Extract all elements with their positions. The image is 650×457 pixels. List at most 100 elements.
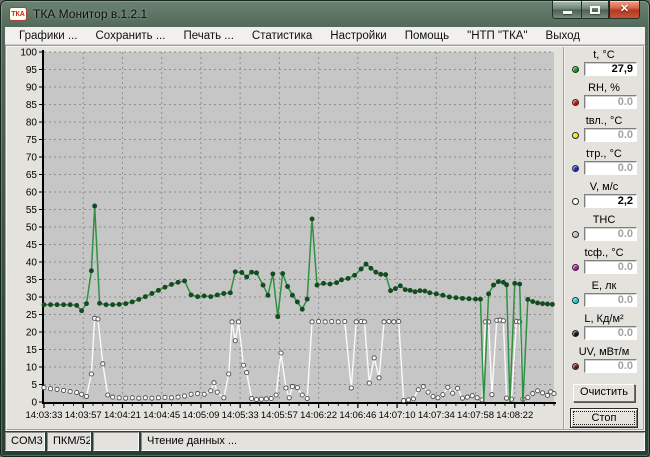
svg-text:14:04:45: 14:04:45 (143, 410, 180, 421)
svg-text:50: 50 (26, 223, 38, 234)
svg-text:60: 60 (26, 188, 38, 199)
svg-text:25: 25 (26, 310, 38, 321)
sensor-readout-tsf: tсф., °С 0.0 (565, 247, 643, 280)
sensor-value-field: 27,9 (584, 62, 637, 76)
sensor-color-dot-icon (572, 230, 579, 238)
menu-item-settings[interactable]: Настройки (330, 29, 387, 42)
sensor-label: RH, % (588, 82, 620, 94)
svg-text:95: 95 (26, 65, 38, 76)
svg-text:14:08:22: 14:08:22 (496, 410, 533, 421)
minimize-button[interactable] (552, 1, 581, 19)
svg-text:30: 30 (26, 293, 38, 304)
svg-text:14:03:33: 14:03:33 (26, 410, 63, 421)
svg-text:14:05:09: 14:05:09 (182, 410, 219, 421)
sensor-color-dot-icon (572, 263, 579, 271)
status-com-port: COM3 (5, 432, 45, 451)
svg-text:35: 35 (26, 275, 38, 286)
sensor-readout-uv: UV, мВт/м 0.0 (565, 346, 643, 379)
svg-text:14:05:33: 14:05:33 (222, 410, 259, 421)
sensor-value-field: 0.0 (584, 260, 637, 274)
sensor-readout-l: L, Кд/м² 0.0 (565, 313, 643, 346)
status-spare (93, 432, 139, 451)
sensor-value-field: 0.0 (584, 128, 637, 142)
sensor-label: tвл., °C (585, 115, 623, 127)
svg-text:90: 90 (26, 83, 38, 94)
svg-text:14:06:22: 14:06:22 (300, 410, 337, 421)
svg-text:15: 15 (26, 345, 38, 356)
svg-text:45: 45 (26, 240, 38, 251)
svg-text:40: 40 (26, 258, 38, 269)
app-icon: ТКА (9, 7, 27, 21)
menu-item-ntp-tka[interactable]: "НТП "ТКА" (467, 29, 528, 42)
sensor-color-dot-icon (572, 296, 579, 304)
sensor-label: Е, лк (591, 280, 617, 292)
svg-text:14:06:46: 14:06:46 (339, 410, 376, 421)
menu-item-print[interactable]: Печать ... (183, 29, 234, 42)
stop-button[interactable]: Стоп (570, 408, 638, 428)
menu-item-help[interactable]: Помощь (404, 29, 450, 42)
sensor-label: t, °C (593, 49, 615, 61)
sensor-color-dot-icon (572, 329, 579, 337)
sensor-value-field: 2,2 (584, 194, 637, 208)
sensor-color-dot-icon (572, 98, 579, 106)
svg-text:80: 80 (26, 118, 38, 129)
sensor-label: V, м/с (589, 181, 619, 193)
svg-text:85: 85 (26, 100, 38, 111)
sensor-color-dot-icon (572, 65, 579, 73)
menu-item-statistics[interactable]: Статистика (251, 29, 313, 42)
clear-button[interactable]: Очистить (573, 384, 635, 402)
sensor-value-field: 0.0 (584, 326, 637, 340)
svg-text:65: 65 (26, 170, 38, 181)
minimize-icon (562, 11, 572, 14)
sensor-readout-e: Е, лк 0.0 (565, 280, 643, 313)
sensor-color-dot-icon (572, 362, 579, 370)
sensor-value-field: 0.0 (584, 293, 637, 307)
sensor-readout-rh: RH, % 0.0 (565, 82, 643, 115)
sensor-value-field: 0.0 (584, 161, 637, 175)
window-controls: ✕ (552, 1, 640, 19)
sensor-label: ТНС (592, 214, 616, 226)
svg-text:0: 0 (31, 398, 37, 409)
menu-item-exit[interactable]: Выход (545, 29, 580, 42)
sensor-color-dot-icon (572, 197, 579, 205)
sensor-readout-tns: ТНС 0.0 (565, 214, 643, 247)
menubar: Графики ... Сохранить ... Печать ... Ста… (5, 27, 645, 45)
sensor-readout-t: t, °C 27,9 (565, 49, 643, 82)
titlebar[interactable]: ТКА ТКА Монитор в.1.2.1 (1, 1, 649, 27)
sensor-value-field: 0.0 (584, 359, 637, 373)
sensor-value-field: 0.0 (584, 95, 637, 109)
menu-item-save[interactable]: Сохранить ... (95, 29, 166, 42)
svg-text:14:07:10: 14:07:10 (379, 410, 416, 421)
svg-text:55: 55 (26, 205, 38, 216)
sensor-label: tтр., °C (586, 148, 622, 160)
panel-buttons: Очистить Стоп (565, 384, 643, 428)
sensor-value-field: 0.0 (584, 227, 637, 241)
close-icon: ✕ (619, 3, 630, 15)
svg-text:14:07:58: 14:07:58 (457, 410, 494, 421)
sensor-color-dot-icon (572, 131, 579, 139)
maximize-icon (590, 5, 600, 14)
sensor-readout-ttr: tтр., °C 0.0 (565, 148, 643, 181)
sensor-label: tсф., °С (584, 247, 624, 259)
maximize-button[interactable] (581, 1, 609, 19)
sensor-label: UV, мВт/м (578, 346, 630, 358)
chart-svg: 0 5 10 15 20 25 30 35 40 45 50 55 60 65 70 75 80 85 90 95 10… (20, 48, 557, 421)
svg-text:14:03:57: 14:03:57 (65, 410, 102, 421)
status-device: ПКМ/52 (47, 432, 91, 451)
svg-text:10: 10 (26, 363, 38, 374)
sensor-readout-twet: tвл., °C 0.0 (565, 115, 643, 148)
menu-item-graphs[interactable]: Графики ... (19, 29, 78, 42)
svg-text:70: 70 (26, 153, 38, 164)
close-button[interactable]: ✕ (609, 1, 640, 19)
sensor-label: L, Кд/м² (584, 313, 624, 325)
chart-region: 0 5 10 15 20 25 30 35 40 45 50 55 60 65 70 75 80 85 90 95 10… (7, 47, 563, 429)
sensor-color-dot-icon (572, 164, 579, 172)
svg-text:5: 5 (31, 380, 37, 391)
main-content: 0 5 10 15 20 25 30 35 40 45 50 55 60 65 70 75 80 85 90 95 10… (5, 45, 645, 431)
statusbar: COM3 ПКМ/52 Чтение данных ... (5, 432, 645, 451)
sensor-panel: t, °C 27,9 RH, % 0.0 tвл., °C 0.0 (563, 47, 643, 429)
window-title: ТКА Монитор в.1.2.1 (33, 7, 148, 21)
svg-text:100: 100 (20, 48, 37, 59)
sensor-readout-v: V, м/с 2,2 (565, 181, 643, 214)
